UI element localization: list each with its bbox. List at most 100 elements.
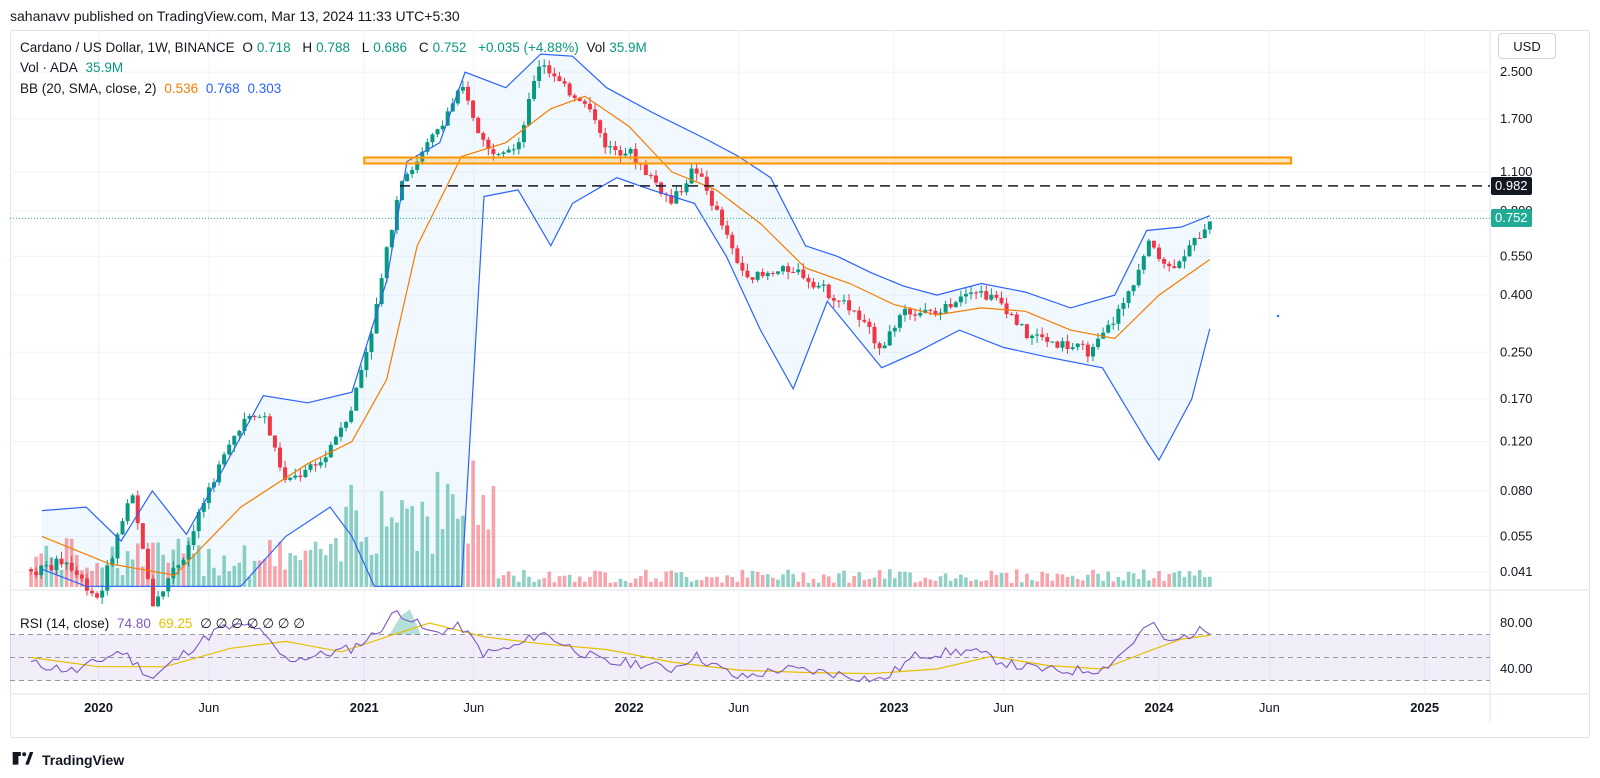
- volume-bar: [1070, 575, 1075, 587]
- volume-bar: [161, 554, 165, 587]
- volume-bar: [583, 581, 587, 587]
- candle-body: [796, 269, 801, 273]
- candle-body: [354, 387, 359, 411]
- candle-body: [1106, 324, 1111, 333]
- volume-bar: [750, 570, 755, 587]
- candle-body: [1065, 341, 1070, 350]
- price-tick-label: 1.100: [1500, 164, 1533, 179]
- candle-body: [897, 315, 902, 328]
- volume-bar: [603, 572, 607, 587]
- bb-indicator-label[interactable]: BB (20, SMA, close, 2): [20, 81, 157, 96]
- volume-bar: [735, 581, 740, 587]
- volume-bar: [181, 553, 186, 587]
- candle-body: [877, 343, 882, 349]
- volume-indicator-label[interactable]: Vol · ADA: [20, 60, 78, 75]
- volume-bar: [176, 538, 181, 587]
- symbol-name[interactable]: Cardano / US Dollar, 1W, BINANCE: [20, 40, 235, 55]
- volume-bar: [893, 578, 897, 587]
- candle-body: [318, 462, 323, 466]
- candle-body: [791, 272, 796, 274]
- candle-body: [496, 154, 501, 156]
- candle-body: [984, 291, 989, 300]
- low-value: 0.686: [373, 40, 408, 55]
- volume-bar: [1014, 569, 1019, 587]
- candle-body: [511, 149, 516, 151]
- volume-bar: [1020, 582, 1024, 587]
- open-value: 0.718: [256, 40, 291, 55]
- currency-button[interactable]: USD: [1498, 33, 1556, 59]
- candle-body: [323, 457, 328, 463]
- volume-bar: [867, 578, 872, 587]
- candle-body: [501, 152, 506, 155]
- price-tick-label: 2.500: [1500, 64, 1533, 79]
- candle-body: [547, 65, 552, 74]
- volume-bar: [141, 566, 145, 587]
- volume-bar: [196, 545, 201, 587]
- volume-bar: [323, 555, 328, 587]
- volume-bar: [425, 516, 430, 587]
- candle-body: [293, 475, 298, 478]
- volume-bar: [608, 582, 613, 587]
- volume-bar: [649, 581, 653, 587]
- candle-body: [486, 139, 491, 150]
- price-tick-label: 0.120: [1500, 434, 1533, 449]
- candle-body: [1116, 308, 1121, 324]
- volume-bar: [222, 555, 226, 587]
- candle-body: [466, 86, 471, 101]
- candle-body: [532, 80, 537, 99]
- candle-body: [130, 495, 135, 504]
- volume-bar: [1096, 573, 1100, 587]
- candle-body: [852, 310, 857, 312]
- volume-bar: [379, 491, 384, 587]
- candle-body: [694, 168, 699, 174]
- volume-bar: [994, 574, 999, 587]
- candle-body: [242, 418, 247, 431]
- rsi-indicator-label[interactable]: RSI (14, close): [20, 616, 110, 631]
- candle-body: [608, 146, 613, 148]
- candle-body: [654, 175, 659, 183]
- candle-body: [232, 435, 237, 445]
- volume-bar: [633, 578, 638, 587]
- time-tick-label: 2025: [1410, 700, 1439, 715]
- volume-bar: [354, 510, 359, 587]
- candle-body: [775, 271, 780, 274]
- tradingview-logo-icon: [12, 752, 34, 765]
- volume-bar: [887, 569, 892, 587]
- volume-bar: [247, 576, 252, 587]
- volume-bar: [1035, 581, 1039, 587]
- candle-body: [1167, 263, 1172, 267]
- volume-bar: [720, 582, 724, 587]
- volume-bar: [1152, 578, 1156, 587]
- chart-frame: [10, 30, 1590, 738]
- tradingview-brand[interactable]: TradingView: [42, 752, 125, 768]
- volume-bar: [283, 569, 287, 587]
- candle-body: [831, 298, 836, 301]
- candle-body: [44, 565, 49, 567]
- candle-body: [191, 531, 196, 546]
- price-tick-label: 0.170: [1500, 391, 1533, 406]
- volume-bar: [903, 571, 907, 587]
- candle-body: [389, 230, 394, 248]
- candle-body: [308, 464, 313, 470]
- candle-body: [328, 444, 333, 458]
- volume-bar: [481, 495, 486, 587]
- volume-bar: [288, 552, 292, 587]
- candle-body: [369, 333, 374, 352]
- candle-body: [709, 190, 714, 206]
- volume-bar: [1208, 576, 1212, 587]
- volume-bar: [496, 578, 501, 587]
- price-tick-label: 0.080: [1500, 483, 1533, 498]
- volume-bar: [918, 581, 923, 587]
- volume-bar: [486, 529, 491, 587]
- volume-bar: [872, 577, 877, 587]
- volume-bar: [212, 567, 216, 587]
- candle-body: [908, 308, 913, 315]
- volume-bar: [339, 561, 343, 587]
- rsi-extra-values: ∅ ∅ ∅ ∅ ∅ ∅ ∅: [200, 616, 305, 631]
- volume-bar: [232, 565, 237, 587]
- candle-body: [816, 285, 821, 288]
- volume-bar: [572, 581, 577, 587]
- volume-bar: [506, 571, 511, 587]
- candle-body: [765, 272, 770, 277]
